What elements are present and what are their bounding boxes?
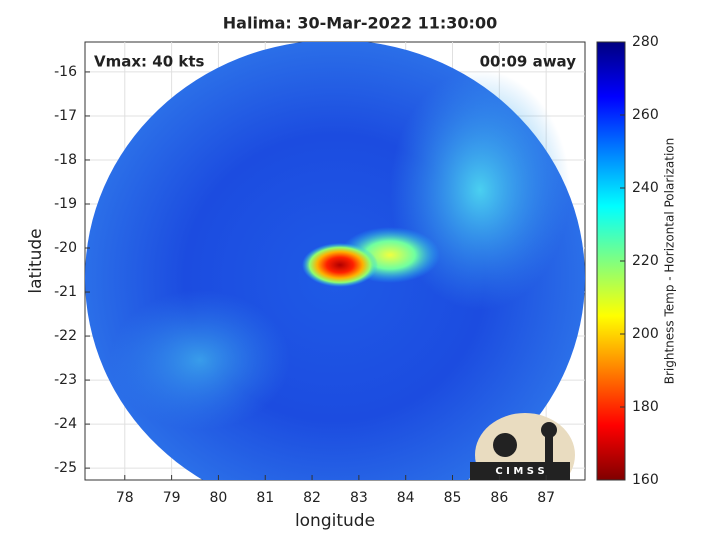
- colorbar-tick-label: 280: [632, 34, 659, 50]
- y-tick-label: -17: [54, 108, 77, 124]
- y-tick-label: -16: [54, 64, 77, 80]
- colorbar-tick-label: 180: [632, 399, 659, 415]
- y-tick-label: -25: [54, 460, 77, 476]
- y-tick-label: -24: [54, 416, 77, 432]
- x-tick-label: 84: [397, 490, 415, 506]
- annotation: Vmax: 40 kts: [94, 53, 204, 71]
- colorbar-tick-label: 240: [632, 180, 659, 196]
- colorbar-tick-label: 200: [632, 326, 659, 342]
- colorbar-tick-label: 160: [632, 472, 659, 488]
- x-tick-label: 78: [116, 490, 134, 506]
- y-tick-label: -20: [54, 240, 77, 256]
- x-tick-label: 83: [350, 490, 368, 506]
- x-tick-label: 79: [163, 490, 181, 506]
- x-tick-label: 86: [490, 490, 508, 506]
- y-tick-label: -19: [54, 196, 77, 212]
- x-tick-label: 82: [303, 490, 321, 506]
- x-tick-label: 80: [210, 490, 228, 506]
- logo-text: C I M S S: [495, 466, 544, 477]
- y-tick-label: -23: [54, 372, 77, 388]
- x-tick-label: 81: [256, 490, 274, 506]
- x-tick-label: 85: [444, 490, 462, 506]
- chart-title: Halima: 30-Mar-2022 11:30:00: [223, 14, 497, 33]
- x-axis-label: longitude: [295, 511, 375, 531]
- swath-image: [85, 42, 585, 480]
- cimss-logo: [470, 413, 575, 480]
- annotation: 00:09 away: [480, 53, 577, 71]
- y-tick-label: -22: [54, 328, 77, 344]
- x-tick-label: 87: [537, 490, 555, 506]
- colorbar-tick-label: 260: [632, 107, 659, 123]
- y-axis-label: latitude: [26, 228, 46, 293]
- y-tick-label: -18: [54, 152, 77, 168]
- colorbar-label: Brightness Temp - Horizontal Polarizatio…: [663, 138, 677, 385]
- y-tick-label: -21: [54, 284, 77, 300]
- colorbar-tick-label: 220: [632, 253, 659, 269]
